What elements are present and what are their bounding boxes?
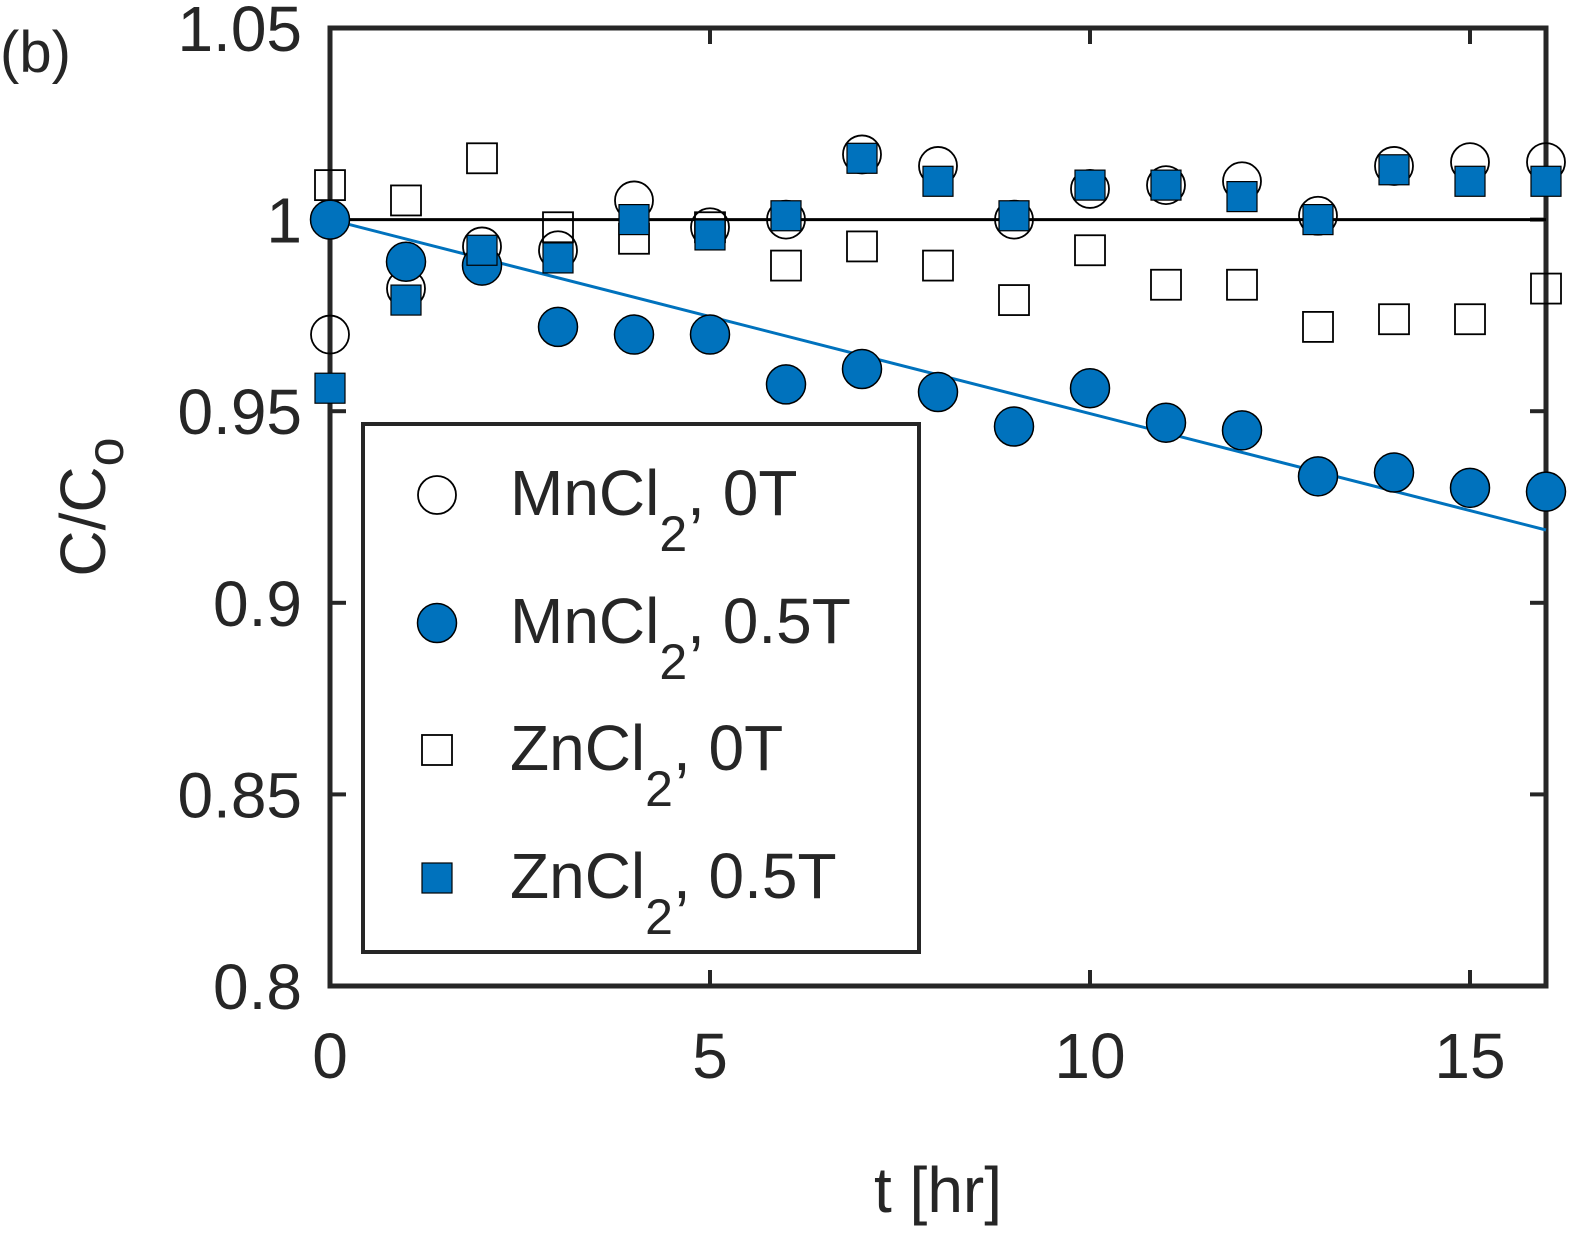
- y-tick-label: 0.8: [213, 951, 302, 1023]
- legend: MnCl2, 0T MnCl2, 0.5T ZnCl2, 0T ZnCl2, 0.5T: [361, 422, 921, 954]
- data-point: [314, 169, 346, 202]
- data-point: [542, 242, 574, 274]
- data-point: [1150, 169, 1182, 201]
- data-point: [613, 314, 655, 355]
- data-point: [1069, 367, 1111, 409]
- data-point: [1454, 165, 1486, 197]
- data-point: [1146, 165, 1186, 206]
- legend-label: ZnCl2, 0T: [510, 712, 783, 817]
- data-point: [1297, 456, 1339, 497]
- data-point: [1150, 268, 1182, 301]
- y-axis-label-main: C/C: [47, 466, 119, 576]
- data-point: [1449, 467, 1491, 509]
- data-point: [1525, 471, 1567, 512]
- data-point: [993, 406, 1035, 447]
- data-point: [998, 284, 1030, 316]
- y-tick-label: 0.95: [177, 376, 302, 448]
- legend-label: ZnCl2, 0.5T: [510, 840, 837, 945]
- legend-label: MnCl2, 0.5T: [510, 585, 851, 690]
- data-point: [770, 200, 802, 232]
- y-tick-label: 0.85: [177, 759, 302, 831]
- panel-label: (b): [0, 20, 71, 85]
- y-axis-label: C/Co: [47, 437, 135, 576]
- data-markers: [309, 134, 1567, 512]
- svg-text:C/Co: C/Co: [47, 437, 135, 576]
- data-point: [770, 249, 802, 282]
- data-point: [390, 184, 422, 217]
- data-point: [1530, 165, 1562, 197]
- data-point: [390, 284, 422, 316]
- y-tick-labels: 0.8 0.85 0.9 0.95 1 1.05: [177, 0, 302, 1023]
- data-point: [694, 219, 726, 251]
- data-point: [1373, 452, 1415, 493]
- legend-marker: [416, 602, 458, 644]
- data-point: [309, 199, 351, 240]
- data-point: [1302, 204, 1334, 236]
- legend-label: MnCl2, 0T: [510, 457, 797, 562]
- data-point: [1378, 303, 1410, 336]
- data-point: [466, 234, 498, 266]
- data-point: [1302, 310, 1334, 343]
- data-point: [841, 348, 883, 390]
- x-tick-label: 0: [312, 1020, 348, 1092]
- data-point: [917, 371, 959, 413]
- data-point: [846, 142, 878, 174]
- x-axis-label: t [hr]: [874, 1154, 1002, 1226]
- data-point: [1074, 169, 1106, 201]
- y-tick-label: 1.05: [177, 0, 302, 65]
- data-point: [922, 249, 954, 282]
- data-point: [310, 314, 350, 355]
- x-tick-label: 15: [1434, 1020, 1505, 1092]
- data-point: [466, 142, 498, 175]
- data-point: [1145, 402, 1187, 443]
- data-point: [618, 204, 650, 236]
- data-point: [314, 372, 346, 404]
- data-point: [1226, 268, 1258, 301]
- y-tick-label: 1: [266, 185, 302, 257]
- y-axis-label-sub: o: [77, 437, 135, 466]
- data-point: [1454, 303, 1486, 336]
- data-point: [1074, 234, 1106, 267]
- legend-marker: [421, 734, 453, 766]
- data-point: [765, 364, 807, 405]
- data-point: [1226, 181, 1258, 213]
- data-point: [1378, 154, 1410, 186]
- x-tick-label: 10: [1054, 1020, 1125, 1092]
- data-point: [998, 200, 1030, 232]
- data-point: [385, 241, 427, 283]
- legend-marker: [421, 862, 453, 894]
- data-point: [846, 230, 878, 263]
- data-point: [922, 165, 954, 197]
- y-tick-label: 0.9: [213, 568, 302, 640]
- data-point: [1530, 272, 1562, 305]
- data-point: [537, 306, 579, 348]
- data-point: [542, 211, 574, 244]
- legend-marker: [417, 475, 457, 515]
- x-tick-label: 5: [692, 1020, 728, 1092]
- data-point: [1221, 410, 1263, 451]
- data-point: [689, 314, 731, 355]
- x-tick-labels: 0 5 10 15: [312, 1020, 1505, 1092]
- legend-box: [361, 422, 921, 954]
